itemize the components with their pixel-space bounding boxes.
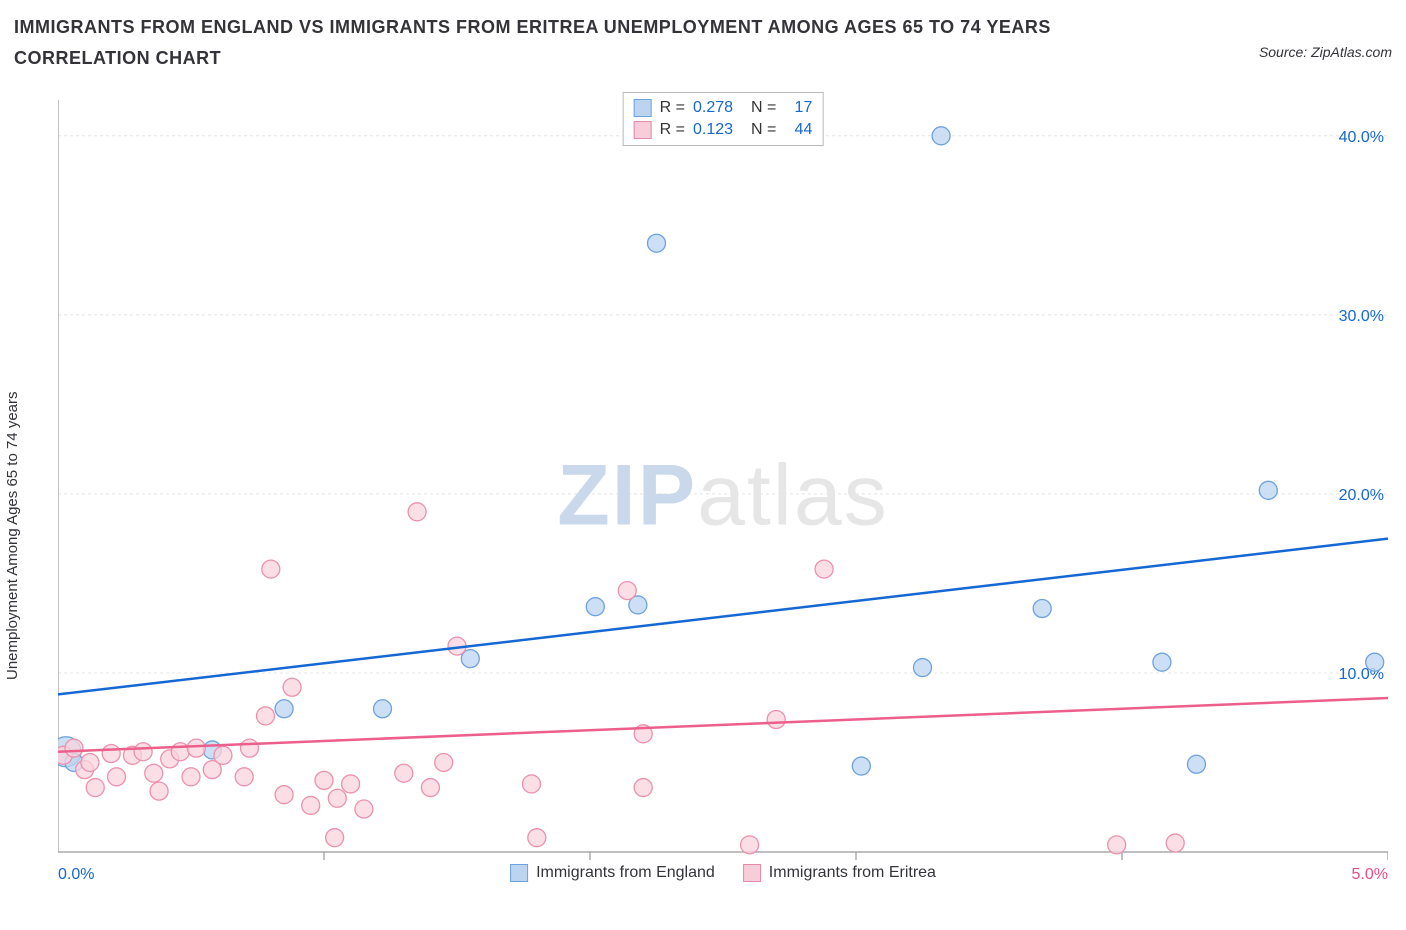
chart-area: ZIPatlas 10.0%20.0%30.0%40.0% R = 0.278 … (58, 92, 1388, 880)
svg-text:20.0%: 20.0% (1339, 487, 1384, 504)
svg-text:40.0%: 40.0% (1339, 129, 1384, 146)
legend-label: Immigrants from Eritrea (769, 864, 936, 882)
legend-n-value: 17 (784, 99, 812, 117)
legend-n-label: N = (751, 99, 776, 117)
x-axis-min-label: 0.0% (58, 866, 94, 884)
legend-row-eritrea: R = 0.123 N = 44 (634, 119, 813, 141)
chart-title: IMMIGRANTS FROM ENGLAND VS IMMIGRANTS FR… (14, 12, 1144, 73)
legend-row-england: R = 0.278 N = 17 (634, 97, 813, 119)
legend-series: Immigrants from England Immigrants from … (510, 864, 936, 882)
legend-r-label: R = (660, 99, 685, 117)
legend-n-value: 44 (784, 121, 812, 139)
legend-n-label: N = (751, 121, 776, 139)
chart-svg: 10.0%20.0%30.0%40.0% (58, 92, 1388, 880)
legend-swatch-eritrea (743, 864, 761, 882)
legend-correlation: R = 0.278 N = 17 R = 0.123 N = 44 (623, 92, 824, 146)
x-axis-max-label: 5.0% (1352, 866, 1388, 884)
legend-swatch-england (634, 99, 652, 117)
y-axis-label: Unemployment Among Ages 65 to 74 years (4, 391, 21, 680)
legend-swatch-eritrea (634, 121, 652, 139)
legend-swatch-england (510, 864, 528, 882)
legend-r-label: R = (660, 121, 685, 139)
legend-r-value: 0.278 (693, 99, 743, 117)
legend-r-value: 0.123 (693, 121, 743, 139)
legend-item-eritrea: Immigrants from Eritrea (743, 864, 936, 882)
chart-source: Source: ZipAtlas.com (1259, 44, 1392, 60)
legend-label: Immigrants from England (536, 864, 715, 882)
svg-text:30.0%: 30.0% (1339, 308, 1384, 325)
legend-item-england: Immigrants from England (510, 864, 715, 882)
